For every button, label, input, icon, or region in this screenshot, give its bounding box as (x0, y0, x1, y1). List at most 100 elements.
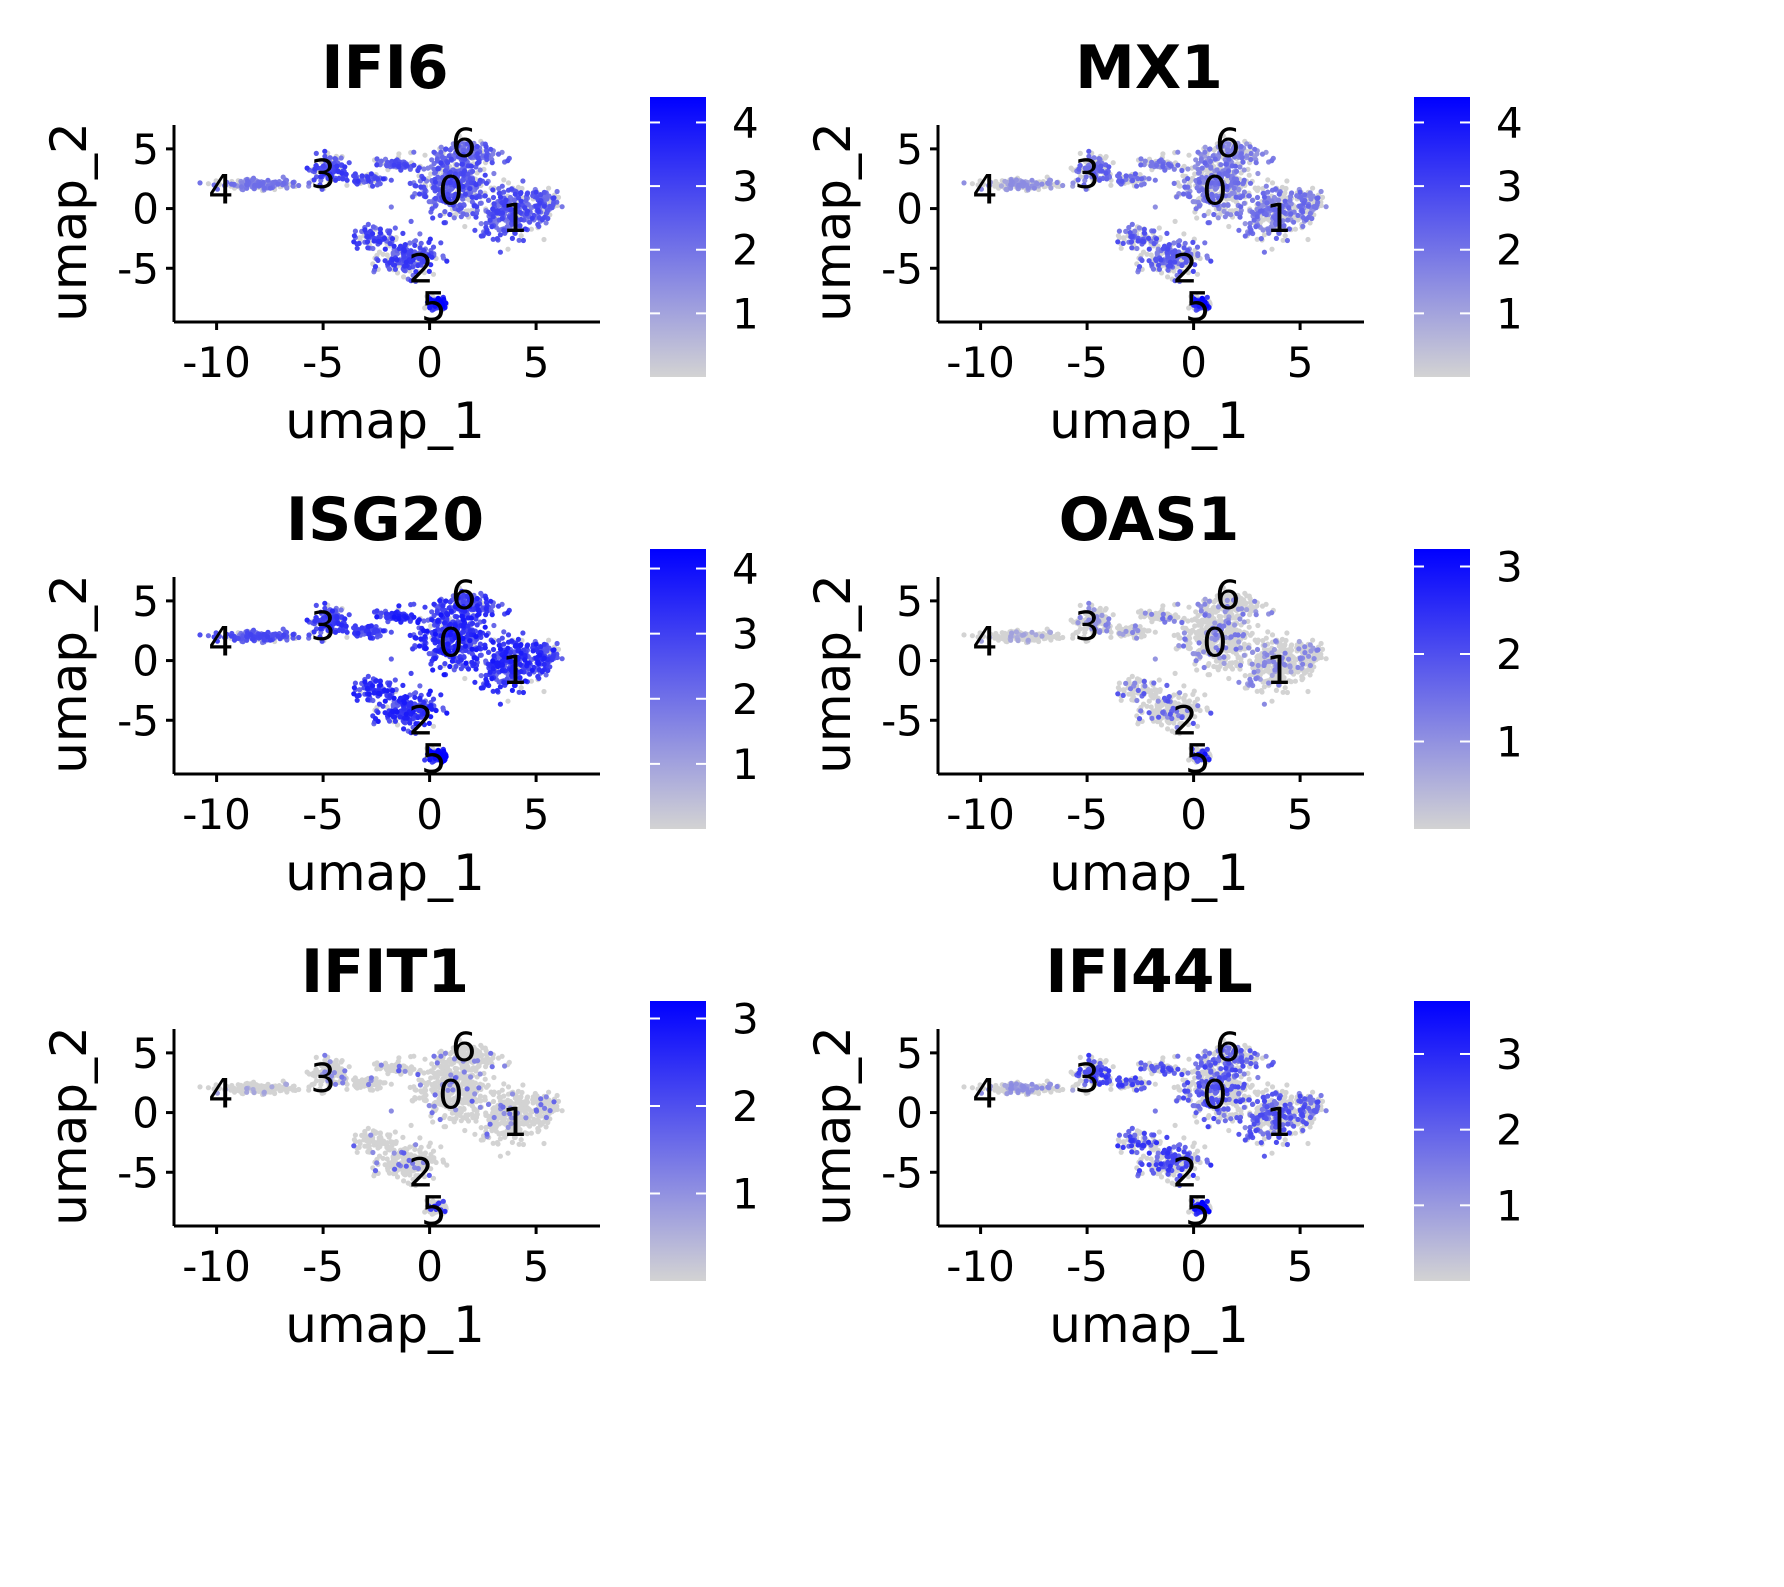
cell-point (368, 171, 374, 177)
cell-point (1158, 257, 1164, 263)
cell-point (197, 632, 203, 638)
cell-point (275, 181, 281, 187)
x-tick-label: 5 (523, 338, 550, 387)
x-axis-title: umap_1 (285, 392, 485, 450)
cell-point (1247, 144, 1253, 150)
cell-point (1167, 163, 1173, 169)
cell-point (490, 151, 496, 157)
cell-point (351, 239, 357, 245)
cell-point (1244, 153, 1250, 159)
cell-point (344, 634, 350, 640)
x-tick-label: -10 (946, 338, 1015, 387)
cell-point (1136, 225, 1142, 231)
cell-point (533, 641, 539, 647)
cell-point (541, 688, 547, 695)
cell-point (1134, 183, 1140, 189)
cell-point (1226, 223, 1232, 230)
cell-point (471, 655, 477, 661)
cell-point (482, 645, 488, 651)
cell-point (213, 178, 219, 184)
cell-point (518, 227, 524, 233)
cell-point (1235, 180, 1241, 186)
cell-point (429, 617, 435, 623)
cell-point (364, 685, 371, 692)
cell-point (431, 636, 438, 642)
cell-point (478, 590, 484, 596)
cell-point (424, 628, 430, 634)
cell-point (441, 220, 447, 226)
cell-point (1305, 236, 1311, 243)
cell-point (280, 174, 286, 180)
x-tick-label: -5 (1066, 338, 1108, 387)
cell-point (1260, 227, 1266, 233)
cell-point (401, 274, 407, 280)
cell-point (432, 655, 438, 662)
cell-point (438, 144, 444, 150)
cell-point (427, 236, 433, 242)
cell-point (477, 167, 483, 173)
cell-point (535, 207, 541, 213)
cell-point (1180, 191, 1187, 197)
cell-point (352, 171, 358, 177)
cell-point (408, 670, 414, 677)
cell-point (481, 618, 487, 625)
cell-point (442, 209, 448, 215)
cell-point (489, 612, 495, 618)
cell-point (1190, 239, 1196, 245)
cluster-label-5: 5 (1185, 285, 1210, 331)
cell-point (478, 233, 484, 239)
cell-point (356, 240, 362, 246)
cell-point (411, 162, 417, 168)
cell-point (462, 223, 468, 230)
cell-point (1140, 238, 1146, 244)
cell-point (1152, 204, 1158, 210)
cell-point (388, 656, 394, 662)
cell-point (1254, 214, 1260, 220)
cell-point (386, 682, 392, 688)
cell-point (197, 180, 203, 186)
cell-point (426, 651, 432, 657)
cell-point (366, 691, 372, 697)
cell-point (477, 200, 483, 206)
cell-point (535, 659, 541, 665)
cell-point (554, 640, 560, 647)
cell-point (541, 236, 547, 243)
cell-point (551, 647, 557, 653)
cell-point (1292, 226, 1298, 232)
cell-point (543, 220, 549, 226)
cell-point (408, 602, 414, 608)
cell-point (401, 726, 407, 732)
cell-point (380, 628, 386, 634)
cell-point (485, 197, 492, 203)
cell-point (491, 170, 497, 177)
cell-point (422, 604, 428, 610)
cell-point (1208, 158, 1214, 164)
cell-point (1186, 152, 1192, 158)
cell-point (483, 180, 490, 186)
cluster-label-5: 5 (421, 285, 446, 331)
cell-point (1106, 164, 1112, 170)
cell-point (396, 603, 402, 609)
cell-point (248, 632, 254, 638)
cell-point (1255, 170, 1261, 177)
cell-point (1021, 180, 1027, 186)
cell-point (364, 233, 371, 240)
cell-point (365, 245, 371, 251)
colorbar (650, 97, 706, 377)
cell-point (1164, 230, 1170, 236)
cell-point (535, 673, 541, 680)
cell-point (494, 236, 500, 242)
cell-point (499, 183, 505, 189)
cell-point (388, 629, 394, 635)
cell-point (1115, 233, 1121, 239)
cell-point (495, 603, 502, 609)
cell-point (1297, 189, 1303, 195)
cell-point (490, 187, 496, 193)
cell-point (495, 208, 501, 214)
cell-point (370, 183, 376, 189)
cell-point (1252, 146, 1258, 152)
cell-point (1025, 185, 1031, 191)
cell-point (472, 679, 478, 685)
cell-point (477, 629, 483, 635)
cell-point (443, 598, 449, 604)
